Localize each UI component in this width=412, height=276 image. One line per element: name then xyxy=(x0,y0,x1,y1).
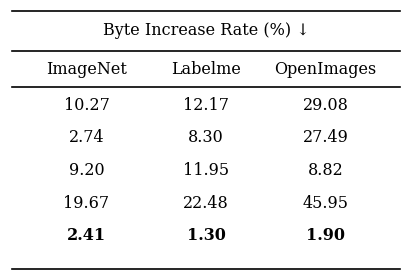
Text: 8.82: 8.82 xyxy=(308,162,343,179)
Text: 9.20: 9.20 xyxy=(69,162,104,179)
Text: 8.30: 8.30 xyxy=(188,129,224,147)
Text: 11.95: 11.95 xyxy=(183,162,229,179)
Text: 2.74: 2.74 xyxy=(69,129,104,147)
Text: 19.67: 19.67 xyxy=(63,195,110,212)
Text: 1.90: 1.90 xyxy=(306,227,345,244)
Text: Byte Increase Rate (%) ↓: Byte Increase Rate (%) ↓ xyxy=(103,22,309,39)
Text: Labelme: Labelme xyxy=(171,61,241,78)
Text: 27.49: 27.49 xyxy=(302,129,349,147)
Text: 1.30: 1.30 xyxy=(187,227,225,244)
Text: 2.41: 2.41 xyxy=(67,227,106,244)
Text: 12.17: 12.17 xyxy=(183,97,229,114)
Text: 45.95: 45.95 xyxy=(302,195,349,212)
Text: ImageNet: ImageNet xyxy=(46,61,127,78)
Text: 22.48: 22.48 xyxy=(183,195,229,212)
Text: 10.27: 10.27 xyxy=(63,97,110,114)
Text: 29.08: 29.08 xyxy=(302,97,349,114)
Text: OpenImages: OpenImages xyxy=(274,61,377,78)
